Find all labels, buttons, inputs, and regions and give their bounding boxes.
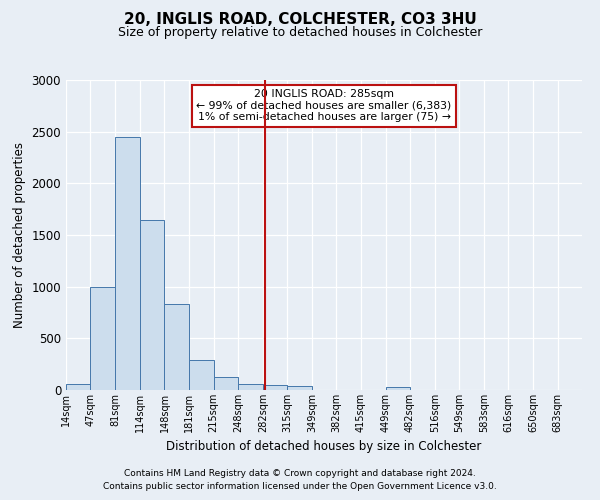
Text: Contains HM Land Registry data © Crown copyright and database right 2024.: Contains HM Land Registry data © Crown c…	[124, 468, 476, 477]
Bar	[214, 376, 238, 390]
Text: Contains public sector information licensed under the Open Government Licence v3: Contains public sector information licen…	[103, 482, 497, 491]
Bar	[115, 137, 140, 390]
Text: Size of property relative to detached houses in Colchester: Size of property relative to detached ho…	[118, 26, 482, 39]
Bar	[287, 386, 312, 390]
X-axis label: Distribution of detached houses by size in Colchester: Distribution of detached houses by size …	[166, 440, 482, 454]
Bar	[66, 384, 90, 390]
Bar	[90, 286, 115, 390]
Bar	[164, 304, 189, 390]
Text: 20, INGLIS ROAD, COLCHESTER, CO3 3HU: 20, INGLIS ROAD, COLCHESTER, CO3 3HU	[124, 12, 476, 28]
Bar	[189, 360, 214, 390]
Bar	[263, 386, 287, 390]
Bar	[386, 387, 410, 390]
Y-axis label: Number of detached properties: Number of detached properties	[13, 142, 26, 328]
Bar	[140, 220, 164, 390]
Text: 20 INGLIS ROAD: 285sqm
← 99% of detached houses are smaller (6,383)
1% of semi-d: 20 INGLIS ROAD: 285sqm ← 99% of detached…	[196, 90, 452, 122]
Bar	[238, 384, 263, 390]
